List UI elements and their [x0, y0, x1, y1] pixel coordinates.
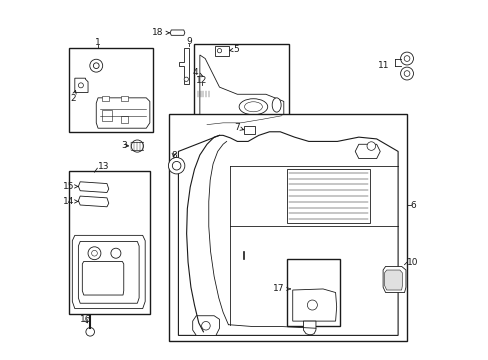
Text: 10: 10 [406, 258, 418, 267]
Circle shape [201, 321, 210, 330]
Ellipse shape [272, 98, 281, 112]
Text: 13: 13 [98, 162, 109, 171]
Text: 15: 15 [63, 182, 78, 191]
Polygon shape [384, 270, 402, 290]
Polygon shape [102, 96, 108, 102]
Polygon shape [192, 316, 219, 336]
Bar [169, 114, 406, 341]
Text: 9: 9 [186, 37, 192, 46]
Circle shape [78, 83, 83, 88]
Text: 2: 2 [70, 90, 76, 103]
Polygon shape [121, 116, 128, 123]
Bar [69, 171, 149, 314]
Polygon shape [78, 182, 108, 193]
Circle shape [307, 300, 317, 310]
Circle shape [404, 71, 409, 76]
Polygon shape [303, 321, 315, 335]
Text: 18: 18 [151, 28, 169, 37]
Polygon shape [200, 55, 283, 127]
Ellipse shape [244, 102, 262, 112]
Text: 17: 17 [272, 284, 290, 293]
Text: 3: 3 [121, 141, 128, 150]
Circle shape [88, 247, 101, 260]
Circle shape [366, 142, 375, 150]
Polygon shape [102, 111, 112, 121]
Circle shape [184, 77, 188, 81]
Circle shape [86, 328, 94, 336]
Circle shape [91, 250, 97, 256]
Bar [215, 46, 228, 56]
Circle shape [168, 157, 184, 174]
Text: 8: 8 [170, 151, 176, 160]
Polygon shape [292, 289, 336, 321]
Text: 14: 14 [63, 197, 78, 206]
Polygon shape [72, 235, 145, 309]
Polygon shape [382, 266, 405, 293]
Text: 6: 6 [410, 201, 415, 210]
Polygon shape [170, 30, 184, 35]
Bar [287, 169, 369, 223]
Text: 5: 5 [229, 45, 238, 54]
Text: 7: 7 [233, 123, 243, 132]
Circle shape [172, 161, 181, 170]
Ellipse shape [239, 99, 267, 115]
Text: 4: 4 [192, 68, 203, 77]
Bar [244, 126, 255, 134]
Polygon shape [75, 78, 88, 93]
Text: 16: 16 [80, 315, 91, 324]
Circle shape [111, 248, 121, 258]
Polygon shape [179, 48, 189, 84]
Text: 12: 12 [196, 76, 207, 85]
Circle shape [90, 59, 102, 72]
Bar [287, 258, 340, 327]
Polygon shape [121, 96, 128, 102]
Circle shape [404, 56, 409, 62]
Circle shape [93, 63, 99, 68]
Text: 1: 1 [95, 38, 101, 47]
Text: 11: 11 [377, 61, 388, 70]
Circle shape [400, 67, 413, 80]
Polygon shape [82, 261, 123, 295]
Polygon shape [197, 89, 209, 97]
Polygon shape [78, 196, 108, 207]
Circle shape [217, 49, 221, 53]
Circle shape [400, 52, 413, 65]
Polygon shape [96, 98, 149, 128]
Polygon shape [354, 144, 380, 158]
Circle shape [131, 140, 143, 152]
Bar [69, 48, 153, 132]
Polygon shape [78, 242, 139, 303]
Bar [194, 44, 288, 132]
Polygon shape [178, 132, 397, 336]
